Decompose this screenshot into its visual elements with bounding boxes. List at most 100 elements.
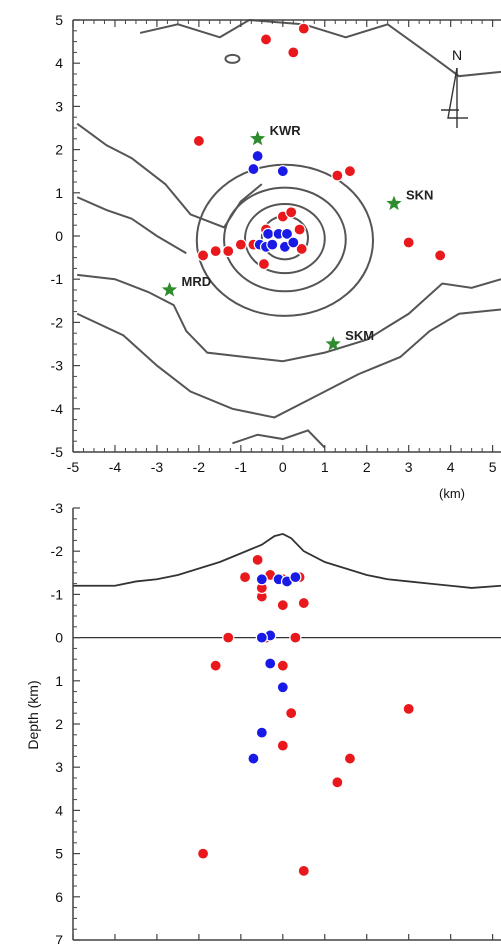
section-y-tick-label: 2 — [55, 716, 63, 732]
hypocenter-point — [276, 681, 289, 694]
hypocenter-point — [287, 46, 300, 59]
section-y-tick-label: 6 — [55, 889, 63, 905]
hypocenter-point — [276, 659, 289, 672]
hypocenter-point — [192, 134, 205, 148]
contour-line — [76, 308, 501, 419]
map-y-tick-label: -2 — [51, 314, 64, 330]
hypocenter-point — [251, 553, 264, 566]
hypocenter-point — [280, 227, 294, 240]
station-star-icon — [325, 336, 341, 351]
hypocenter-point — [259, 33, 273, 46]
map-x-tick-label: 5 — [489, 459, 497, 475]
cross-section-frame — [72, 508, 501, 941]
map-y-tick-label: -5 — [51, 444, 64, 460]
section-y-tick-label: 3 — [55, 759, 63, 775]
summit-contour-ring — [244, 203, 326, 275]
map-ticks: -5 -4 -3 -2 -1 0 1 2 3 4 5 5 4 3 2 1 0 -1 -2 -3 -4 -5 — [51, 12, 497, 475]
station-star-icon — [250, 130, 266, 146]
north-arrow-icon: N — [441, 47, 468, 128]
map-panel: -5 -4 -3 -2 -1 0 1 2 3 4 5 5 4 3 2 1 0 -1 -2 -3 -4 -5 KWR SKN M… — [51, 12, 501, 501]
hypocenter-point — [287, 236, 300, 249]
hypocenter-point — [196, 847, 210, 860]
hypocenter-point — [289, 571, 302, 584]
station-label: SKN — [406, 188, 433, 203]
map-x-tick-label: -2 — [193, 459, 206, 475]
hypocenter-point — [297, 596, 310, 610]
section-y-tick-label: 0 — [55, 630, 63, 646]
hypocenter-point — [247, 752, 260, 765]
hypocenter-point — [266, 238, 279, 251]
hypocenter-point — [264, 657, 277, 670]
section-y-tick-label: -1 — [51, 586, 64, 602]
map-x-tick-label: 1 — [321, 459, 329, 475]
contour-line — [232, 429, 326, 449]
station-label: KWR — [270, 123, 302, 138]
small-contour — [224, 53, 241, 64]
hypocenter-point — [343, 752, 357, 765]
cross-section-y-label: Depth (km) — [25, 680, 41, 749]
hypocenter-point — [255, 726, 268, 739]
hypocenter-point — [209, 659, 222, 672]
contour-line — [139, 18, 501, 78]
hypocenter-point — [276, 599, 289, 612]
summit-contour-ring — [223, 186, 347, 293]
map-x-tick-label: 0 — [279, 459, 287, 475]
station-label: MRD — [182, 274, 212, 289]
map-y-tick-label: 4 — [55, 55, 63, 71]
cross-section-panel: -3 -2 -1 0 1 2 3 4 5 6 7 Depth (km) — [25, 500, 501, 944]
cross-section-ticks: -3 -2 -1 0 1 2 3 4 5 6 7 — [51, 500, 494, 944]
map-y-tick-label: -4 — [51, 401, 64, 417]
north-label: N — [452, 47, 462, 63]
hypocenter-point — [285, 707, 298, 720]
map-y-tick-label: 0 — [55, 228, 63, 244]
hypocenter-point — [289, 631, 302, 644]
section-y-tick-label: 4 — [55, 802, 63, 818]
hypocenter-point — [209, 245, 222, 258]
section-y-tick-label: -2 — [51, 543, 64, 559]
hypocenter-point — [276, 739, 289, 752]
section-y-tick-label: 5 — [55, 846, 63, 862]
cross-section-hypocenters — [196, 553, 415, 877]
hypocenter-point — [255, 573, 268, 586]
summit-contour-ring — [195, 163, 375, 317]
map-y-tick-label: -1 — [51, 271, 64, 287]
hypocenter-point — [257, 257, 271, 271]
hypocenter-point — [222, 245, 235, 258]
map-y-tick-label: 2 — [55, 142, 63, 158]
hypocenter-point — [238, 571, 252, 584]
map-y-tick-label: 5 — [55, 12, 63, 28]
map-x-tick-label: -4 — [109, 459, 122, 475]
section-y-tick-label: 1 — [55, 673, 63, 689]
topography-profile — [73, 532, 501, 589]
hypocenter-point — [434, 249, 447, 262]
map-x-tick-label: -3 — [151, 459, 164, 475]
hypocenter-point — [331, 169, 344, 182]
map-y-tick-label: 3 — [55, 98, 63, 114]
hypocenter-point — [276, 165, 289, 178]
hypocenter-point — [295, 242, 308, 256]
hypocenter-point — [297, 864, 310, 877]
map-x-tick-label: 3 — [405, 459, 413, 475]
hypocenter-point — [251, 149, 264, 163]
hypocenter-point — [402, 702, 415, 715]
contour-line — [77, 273, 501, 363]
hypocenter-point — [247, 162, 260, 176]
map-x-tick-label: 2 — [363, 459, 371, 475]
map-x-tick-label: -5 — [67, 459, 80, 475]
hypocenter-point — [402, 236, 415, 249]
map-x-unit: (km) — [439, 486, 465, 501]
station-star-icon — [386, 195, 402, 211]
hypocenter-point — [255, 631, 268, 644]
map-y-tick-label: 1 — [55, 185, 63, 201]
hypocenter-point — [297, 22, 310, 35]
topographic-contours — [76, 18, 501, 449]
contour-line — [76, 196, 187, 255]
map-stations: KWR SKN MRD SKM — [161, 123, 433, 351]
hypocenter-point — [262, 227, 275, 240]
map-hypocenters — [192, 22, 447, 271]
hypocenter-point — [331, 776, 344, 789]
section-y-tick-label: 7 — [55, 932, 63, 944]
hypocenter-point — [196, 249, 210, 262]
map-x-tick-label: 4 — [447, 459, 455, 475]
